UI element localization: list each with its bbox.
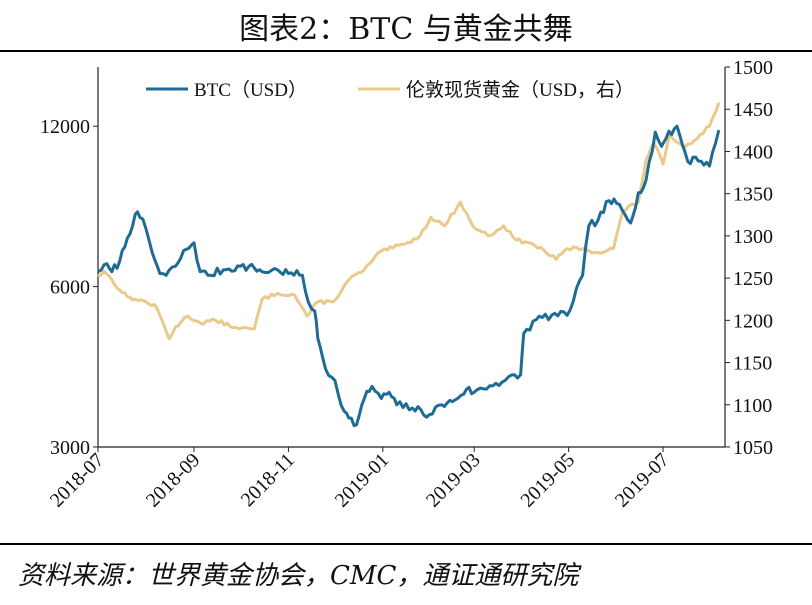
- plot-lines: [97, 102, 721, 427]
- source-divider: [0, 543, 812, 545]
- figure-title: 图表2：BTC 与黄金共舞: [239, 12, 573, 47]
- x-tick-label: 2018-11: [237, 449, 299, 511]
- y-left-tick-label: 3000: [50, 437, 90, 459]
- chart-axes: 3000 6000 12000 1050 1100 1150 1200 1250 1300 135…: [40, 57, 773, 512]
- y-left-tick-label: 6000: [50, 277, 90, 299]
- y-left-tick-label: 12000: [40, 116, 90, 138]
- y-right-tick-label: 1350: [733, 184, 773, 206]
- y-right-tick-label: 1400: [733, 141, 773, 163]
- x-tick-label: 2019-07: [611, 449, 674, 512]
- y-right-tick-label: 1250: [733, 268, 773, 290]
- chart-legend: BTC（USD） 伦敦现货黄金（USD，右）: [146, 79, 634, 101]
- x-tick-label: 2019-03: [422, 449, 485, 512]
- title-divider: [0, 50, 812, 52]
- x-tick-label: 2018-09: [142, 449, 205, 512]
- y-right-tick-label: 1500: [733, 57, 773, 79]
- y-right-tick-label: 1300: [733, 226, 773, 248]
- y-right-tick-label: 1100: [733, 395, 772, 417]
- gold-series-line: [97, 102, 721, 341]
- source-note: 资料来源：世界黄金协会，CMC，通证通研究院: [18, 561, 579, 591]
- legend-label-gold: 伦敦现货黄金（USD，右）: [406, 79, 634, 101]
- y-right-tick-label: 1200: [733, 310, 773, 332]
- x-tick-label: 2019-05: [516, 449, 579, 512]
- x-tick-label: 2019-01: [331, 449, 394, 512]
- btc-series-line: [97, 124, 721, 427]
- y-right-tick-label: 1450: [733, 99, 773, 121]
- legend-label-btc: BTC（USD）: [194, 79, 307, 101]
- y-right-tick-label: 1150: [733, 353, 772, 375]
- y-right-tick-label: 1050: [733, 437, 773, 459]
